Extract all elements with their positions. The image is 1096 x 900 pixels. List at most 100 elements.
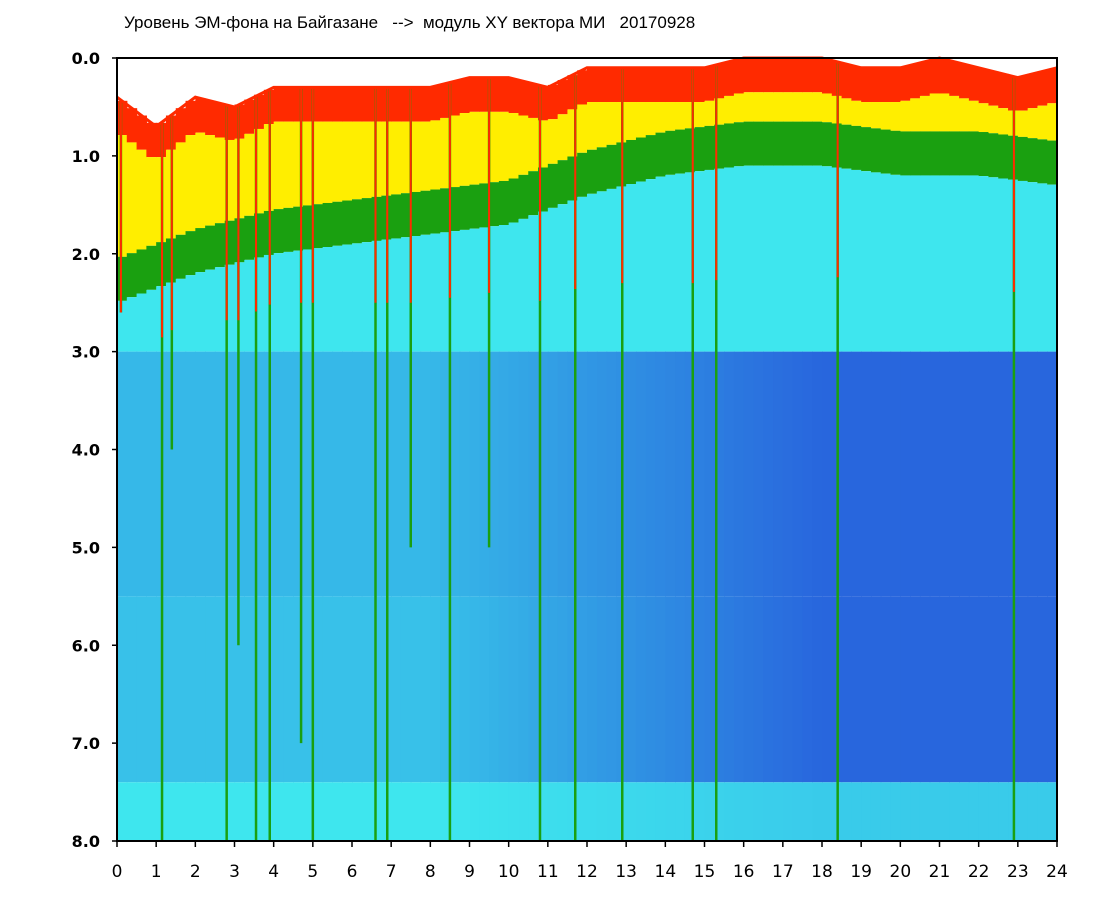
heatmap-cell: [645, 67, 657, 103]
heatmap-cell: [753, 121, 764, 166]
heatmap-cell: [1037, 105, 1048, 140]
heatmap-cell: [822, 166, 833, 352]
heatmap-cell: [724, 351, 735, 597]
heatmap-cell: [440, 232, 451, 352]
heatmap-cell: [283, 87, 294, 122]
heatmap-cell: [655, 132, 666, 177]
heatmap-cell: [283, 351, 294, 597]
heatmap-cell: [978, 103, 990, 133]
heatmap-cell: [665, 782, 676, 841]
heatmap-cell: [410, 121, 422, 192]
heatmap-cell: [577, 596, 588, 783]
heatmap-cell: [851, 351, 862, 597]
heatmap-cell: [273, 782, 285, 841]
heatmap-cell: [528, 83, 539, 118]
heatmap-cell: [665, 130, 676, 175]
heatmap-cell: [812, 92, 823, 122]
heatmap-cell: [929, 596, 941, 783]
heatmap-cell: [626, 67, 637, 103]
heatmap-cell: [557, 160, 569, 205]
heatmap-cell: [665, 174, 676, 352]
heatmap-cell: [968, 351, 980, 597]
heatmap-cell: [430, 596, 441, 783]
heatmap-cell: [303, 249, 314, 352]
heatmap-cell: [489, 596, 500, 783]
y-tick-label: 3.0: [72, 343, 100, 362]
heatmap-cell: [332, 201, 343, 246]
heatmap-cell: [498, 596, 510, 783]
heatmap-cell: [988, 782, 999, 841]
heatmap-cell: [635, 351, 647, 597]
heatmap-cell: [900, 66, 911, 101]
heatmap-cell: [469, 184, 480, 229]
heatmap-cell: [440, 188, 451, 233]
heatmap-cell: [361, 121, 373, 199]
heatmap-cell: [469, 111, 480, 185]
heatmap-cell: [1037, 351, 1048, 597]
heatmap-cell: [753, 351, 764, 597]
heatmap-cell: [469, 782, 480, 841]
heatmap-cell: [577, 70, 588, 105]
heatmap-cell: [459, 351, 471, 597]
heatmap-cell: [420, 121, 431, 191]
heatmap-cell: [968, 175, 980, 352]
heatmap-cell: [910, 131, 921, 176]
heatmap-cell: [714, 782, 725, 841]
heatmap-cell: [978, 176, 990, 352]
heatmap-cell: [547, 163, 559, 208]
heatmap-cell: [596, 102, 608, 148]
heatmap-cell: [694, 351, 706, 597]
heatmap-cell: [870, 67, 882, 103]
heatmap-spikes: [119, 61, 1016, 841]
heatmap-cell: [939, 596, 950, 783]
heatmap-cell: [420, 234, 431, 352]
heatmap-cell: [822, 59, 833, 94]
x-tick-label: 11: [537, 862, 559, 882]
heatmap-cell: [518, 782, 529, 841]
heatmap-cell: [812, 165, 823, 352]
heatmap-cell: [694, 782, 706, 841]
heatmap-cell: [900, 131, 911, 176]
heatmap-cell: [1047, 69, 1058, 104]
heatmap-cell: [400, 351, 412, 597]
heatmap-cell: [165, 782, 177, 841]
heatmap-cell: [420, 351, 431, 597]
heatmap-cell: [273, 209, 285, 254]
heatmap-cell: [704, 66, 715, 101]
heatmap-cell: [567, 782, 578, 841]
heatmap-cell: [175, 351, 187, 597]
heatmap-cell: [312, 121, 324, 205]
heatmap-cell: [117, 596, 128, 783]
heatmap-cell: [234, 104, 245, 139]
heatmap-cell: [538, 782, 549, 841]
heatmap-cell: [596, 351, 608, 597]
heatmap-cell: [322, 247, 334, 352]
heatmap-cell: [802, 58, 813, 93]
heatmap-cell: [420, 596, 431, 783]
heatmap-cell: [214, 137, 226, 224]
heatmap-cell: [126, 297, 138, 352]
heatmap-cell: [126, 782, 138, 841]
heatmap-cell: [635, 137, 647, 182]
heatmap-cell: [763, 351, 774, 597]
heatmap-cell: [949, 351, 960, 597]
heatmap-cell: [410, 87, 422, 122]
heatmap-cell: [214, 782, 226, 841]
heatmap-cell: [812, 351, 823, 597]
heatmap-cell: [117, 351, 128, 597]
heatmap-cell: [528, 171, 539, 216]
heatmap-cell: [959, 175, 970, 352]
heatmap-cell: [469, 77, 480, 112]
heatmap-cell: [185, 275, 196, 352]
heatmap-cell: [400, 237, 412, 352]
heatmap-cell: [400, 782, 412, 841]
heatmap-cell: [469, 351, 480, 597]
heatmap-cell: [528, 117, 539, 172]
heatmap-cell: [244, 351, 255, 597]
heatmap-cell: [342, 596, 353, 783]
heatmap-cell: [782, 58, 794, 93]
heatmap-cell: [988, 71, 999, 106]
heatmap-cell: [214, 596, 226, 783]
heatmap-cell: [391, 121, 402, 195]
